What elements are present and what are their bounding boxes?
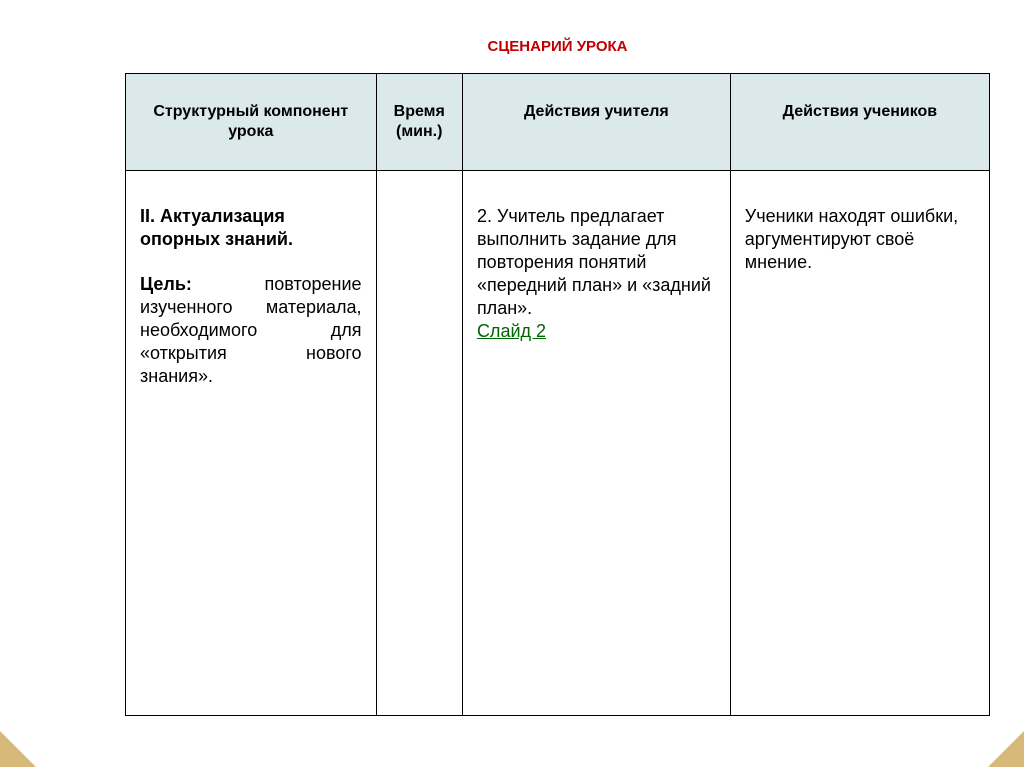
page: СЦЕНАРИЙ УРОКА Структурный компонент уро… [0, 0, 1024, 716]
col-structural-component: Структурный компонент урока [126, 74, 377, 171]
cell-teacher: 2. Учитель предлагает выполнить задание … [462, 171, 730, 716]
col-teacher-actions: Действия учителя [462, 74, 730, 171]
component-goal: Цель: повторение изученного материала, н… [140, 273, 362, 388]
cell-component: II. Актуализация опорных знаний. Цель: п… [126, 171, 377, 716]
cell-students: Ученики находят ошибки, аргументируют св… [730, 171, 989, 716]
cell-time [376, 171, 462, 716]
lesson-table: Структурный компонент урока Время (мин.)… [125, 73, 990, 716]
table-row: II. Актуализация опорных знаний. Цель: п… [126, 171, 990, 716]
teacher-text: 2. Учитель предлагает выполнить задание … [477, 206, 711, 318]
goal-label: Цель: [140, 274, 192, 294]
decoration-corner-br [988, 731, 1024, 767]
component-heading: II. Актуализация опорных знаний. [140, 205, 362, 251]
decoration-corner-bl [0, 731, 36, 767]
slide-link[interactable]: Слайд 2 [477, 321, 546, 341]
col-time: Время (мин.) [376, 74, 462, 171]
table-header-row: Структурный компонент урока Время (мин.)… [126, 74, 990, 171]
col-student-actions: Действия учеников [730, 74, 989, 171]
document-title: СЦЕНАРИЙ УРОКА [125, 38, 990, 55]
